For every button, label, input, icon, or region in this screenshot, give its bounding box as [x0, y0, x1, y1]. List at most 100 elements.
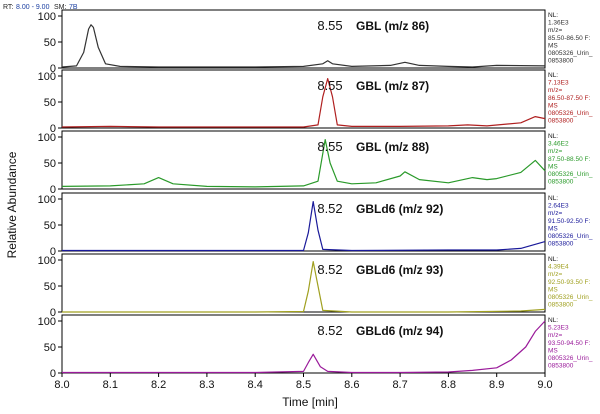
y-tick-label: 100	[38, 71, 56, 83]
scan-info-line: NL:	[548, 72, 558, 79]
compound-label: GBLd6 (m/z 94)	[356, 324, 443, 338]
y-tick-label: 100	[38, 255, 56, 267]
scan-info-line: 5.23E3	[548, 325, 569, 332]
x-tick-label: 8.2	[151, 379, 166, 391]
sm-label: SM:	[54, 4, 67, 11]
compound-label: GBL (m/z 87)	[356, 79, 429, 93]
retention-time-label: 8.52	[317, 262, 342, 277]
scan-info-line: 0853800	[548, 179, 574, 186]
y-tick-label: 50	[44, 342, 56, 354]
scan-info-line: m/z=	[548, 148, 562, 155]
scan-info-line: 2.64E3	[548, 203, 569, 210]
x-tick-label: 8.6	[344, 379, 359, 391]
x-tick-label: 8.5	[296, 379, 311, 391]
scan-info-line: 92.50-93.50 F:	[548, 279, 590, 286]
scan-info-line: MS	[548, 102, 558, 109]
compound-label: GBLd6 (m/z 92)	[356, 202, 443, 216]
scan-info-line: 91.50-92.50 F:	[548, 218, 590, 225]
panel-frame	[61, 314, 546, 374]
scan-info-line: m/z=	[548, 271, 562, 278]
retention-time-label: 8.55	[317, 18, 342, 33]
rt-range: 8.00 - 9.00	[16, 4, 50, 11]
scan-info-line: 0805326_Urin_	[548, 50, 593, 57]
scan-info-line: MS	[548, 42, 558, 49]
scan-info-line: 86.50-87.50 F:	[548, 95, 590, 102]
chromatogram-panel: 0 50 100 8.55 GBL (m/z 87) NL:7.13E3m/z=86.50…	[38, 69, 593, 135]
scan-info-line: m/z=	[548, 27, 562, 34]
panel-frame	[61, 253, 546, 313]
scan-info-line: 0853800	[548, 58, 574, 65]
retention-time-label: 8.52	[317, 201, 342, 216]
x-tick-label: 8.4	[248, 379, 263, 391]
x-tick-label: 8.1	[103, 379, 118, 391]
scan-info-line: 0805326_Urin_	[548, 171, 593, 178]
chromatogram-trace	[62, 261, 546, 313]
scan-info-line: NL:	[548, 195, 558, 202]
scan-info-line: MS	[548, 163, 558, 170]
scan-info-line: m/z=	[548, 332, 562, 339]
scan-info-line: NL:	[548, 12, 558, 19]
x-axis: 8.0 8.1 8.2 8.3 8.4 8.5 8.6 8.7 8.8 8.9 9.0	[54, 373, 553, 391]
sm-value: 7B	[69, 4, 78, 11]
scan-info-line: m/z=	[548, 210, 562, 217]
scan-info-line: NL:	[548, 133, 558, 140]
panel-frame	[61, 192, 546, 252]
y-tick-label: 100	[38, 316, 56, 328]
scan-info-line: 0853800	[548, 118, 574, 125]
scan-info-line: 4.39E4	[548, 264, 569, 271]
scan-info-line: m/z=	[548, 87, 562, 94]
scan-info-line: 0853800	[548, 302, 574, 309]
y-tick-label: 0	[50, 63, 56, 75]
x-tick-label: 8.3	[199, 379, 214, 391]
y-tick-label: 100	[38, 11, 56, 23]
y-tick-label: 50	[44, 37, 56, 49]
x-tick-label: 9.0	[537, 379, 552, 391]
scan-info-line: 85.50-86.50 F:	[548, 35, 590, 42]
retention-time-label: 8.55	[317, 78, 342, 93]
chromatogram-panel: 0 50 100 8.55 GBL (m/z 86) NL:1.36E3m/z=85.50…	[38, 9, 593, 75]
y-axis-title: Relative Abundance	[5, 151, 19, 258]
y-tick-label: 50	[44, 281, 56, 293]
chromatogram-trace	[61, 139, 546, 188]
y-tick-label: 0	[50, 184, 56, 196]
scan-info-line: NL:	[548, 256, 558, 263]
scan-info-line: 93.50-94.50 F:	[548, 340, 590, 347]
chromatogram-trace	[61, 24, 546, 68]
retention-time-label: 8.55	[317, 139, 342, 154]
x-tick-label: 8.7	[392, 379, 407, 391]
x-tick-label: 8.0	[54, 379, 69, 391]
scan-info-line: 0853800	[548, 241, 574, 248]
chromatogram-panel: 0 50 100 8.52 GBLd6 (m/z 93) NL:4.39E4m/z=92.…	[38, 253, 593, 319]
header-bar: RT: 8.00 - 9.00 SM: 7B	[3, 4, 78, 11]
scan-info-line: 0805326_Urin_	[548, 355, 593, 362]
x-tick-label: 8.8	[441, 379, 456, 391]
scan-info-line: NL:	[548, 317, 558, 324]
compound-label: GBLd6 (m/z 93)	[356, 263, 443, 277]
panel-frame	[61, 69, 546, 129]
chromatogram-panel: 0 50 100 8.52 GBLd6 (m/z 92) NL:2.64E3m/z=91.…	[38, 192, 593, 258]
y-tick-label: 0	[50, 307, 56, 319]
x-tick-label: 8.9	[489, 379, 504, 391]
scan-info-line: 87.50-88.50 F:	[548, 156, 590, 163]
chromatogram-panel: 0 50 100 8.55 GBL (m/z 88) NL:3.46E2m/z=87.50…	[38, 130, 593, 196]
y-tick-label: 50	[44, 158, 56, 170]
scan-info-line: MS	[548, 347, 558, 354]
panel-frame	[61, 9, 546, 69]
scan-info-line: 0805326_Urin_	[548, 233, 593, 240]
scan-info-line: 0805326_Urin_	[548, 294, 593, 301]
rt-label: RT:	[3, 4, 13, 11]
chromatogram-trace	[61, 77, 546, 128]
scan-info-line: 0853800	[548, 363, 574, 370]
y-tick-label: 50	[44, 97, 56, 109]
y-tick-label: 100	[38, 132, 56, 144]
y-tick-label: 0	[50, 123, 56, 135]
scan-info-line: MS	[548, 286, 558, 293]
retention-time-label: 8.52	[317, 323, 342, 338]
panel-frame	[61, 130, 546, 190]
x-axis-title: Time [min]	[282, 395, 338, 409]
scan-info-line: MS	[548, 225, 558, 232]
compound-label: GBL (m/z 88)	[356, 140, 429, 154]
chromatogram-panel: 0 50 100 8.52 GBLd6 (m/z 94) NL:5.23E3m/z=93.…	[38, 314, 593, 380]
